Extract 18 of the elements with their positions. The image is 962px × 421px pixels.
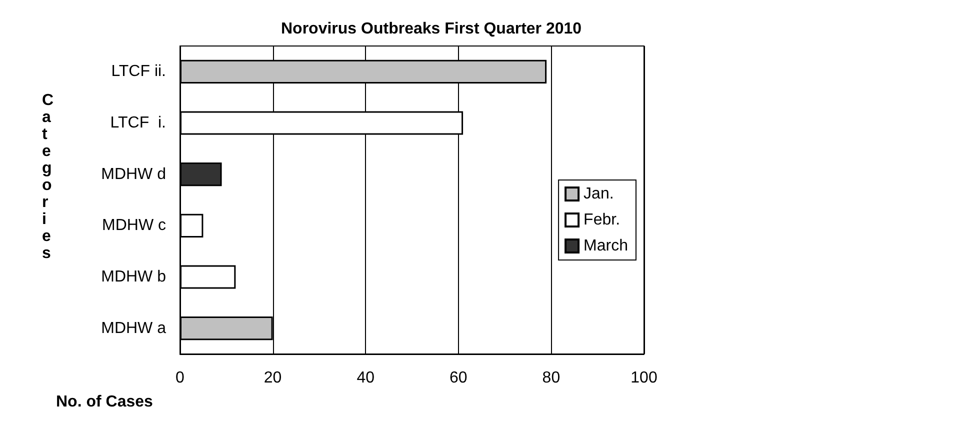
x-tick-label: 20 [264, 370, 282, 386]
x-axis-title: No. of Cases [56, 394, 154, 410]
legend-label: Jan. [584, 186, 614, 202]
y-tick-label: LTCF i. [110, 114, 166, 132]
y-tick-label: MDHW a [101, 320, 166, 337]
x-tick-label: 40 [356, 370, 375, 386]
y-tick-label: MDHW c [102, 217, 166, 234]
chart-title: Norovirus Outbreaks First Quarter 2010 [281, 20, 582, 38]
x-tick-label: 60 [450, 370, 468, 386]
y-tick-label: MDHW b [101, 268, 166, 286]
x-tick-label: 80 [542, 370, 560, 386]
text: Categories [42, 92, 54, 262]
x-tick-label: 100 [630, 370, 658, 386]
x-tick-label: 0 [176, 370, 185, 386]
y-tick-label: MDHW d [101, 166, 166, 183]
y-tick-label: LTCF ii. [111, 63, 166, 80]
legend-label: March [584, 238, 628, 254]
legend-label: Febr. [584, 212, 620, 228]
